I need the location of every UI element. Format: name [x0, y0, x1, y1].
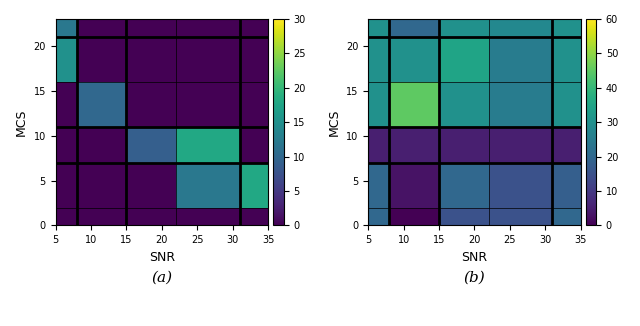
Text: (a): (a) [151, 271, 172, 285]
Y-axis label: MCS: MCS [15, 109, 28, 136]
X-axis label: SNR: SNR [149, 251, 175, 264]
Text: (b): (b) [463, 271, 485, 285]
X-axis label: SNR: SNR [461, 251, 488, 264]
Y-axis label: MCS: MCS [328, 109, 340, 136]
